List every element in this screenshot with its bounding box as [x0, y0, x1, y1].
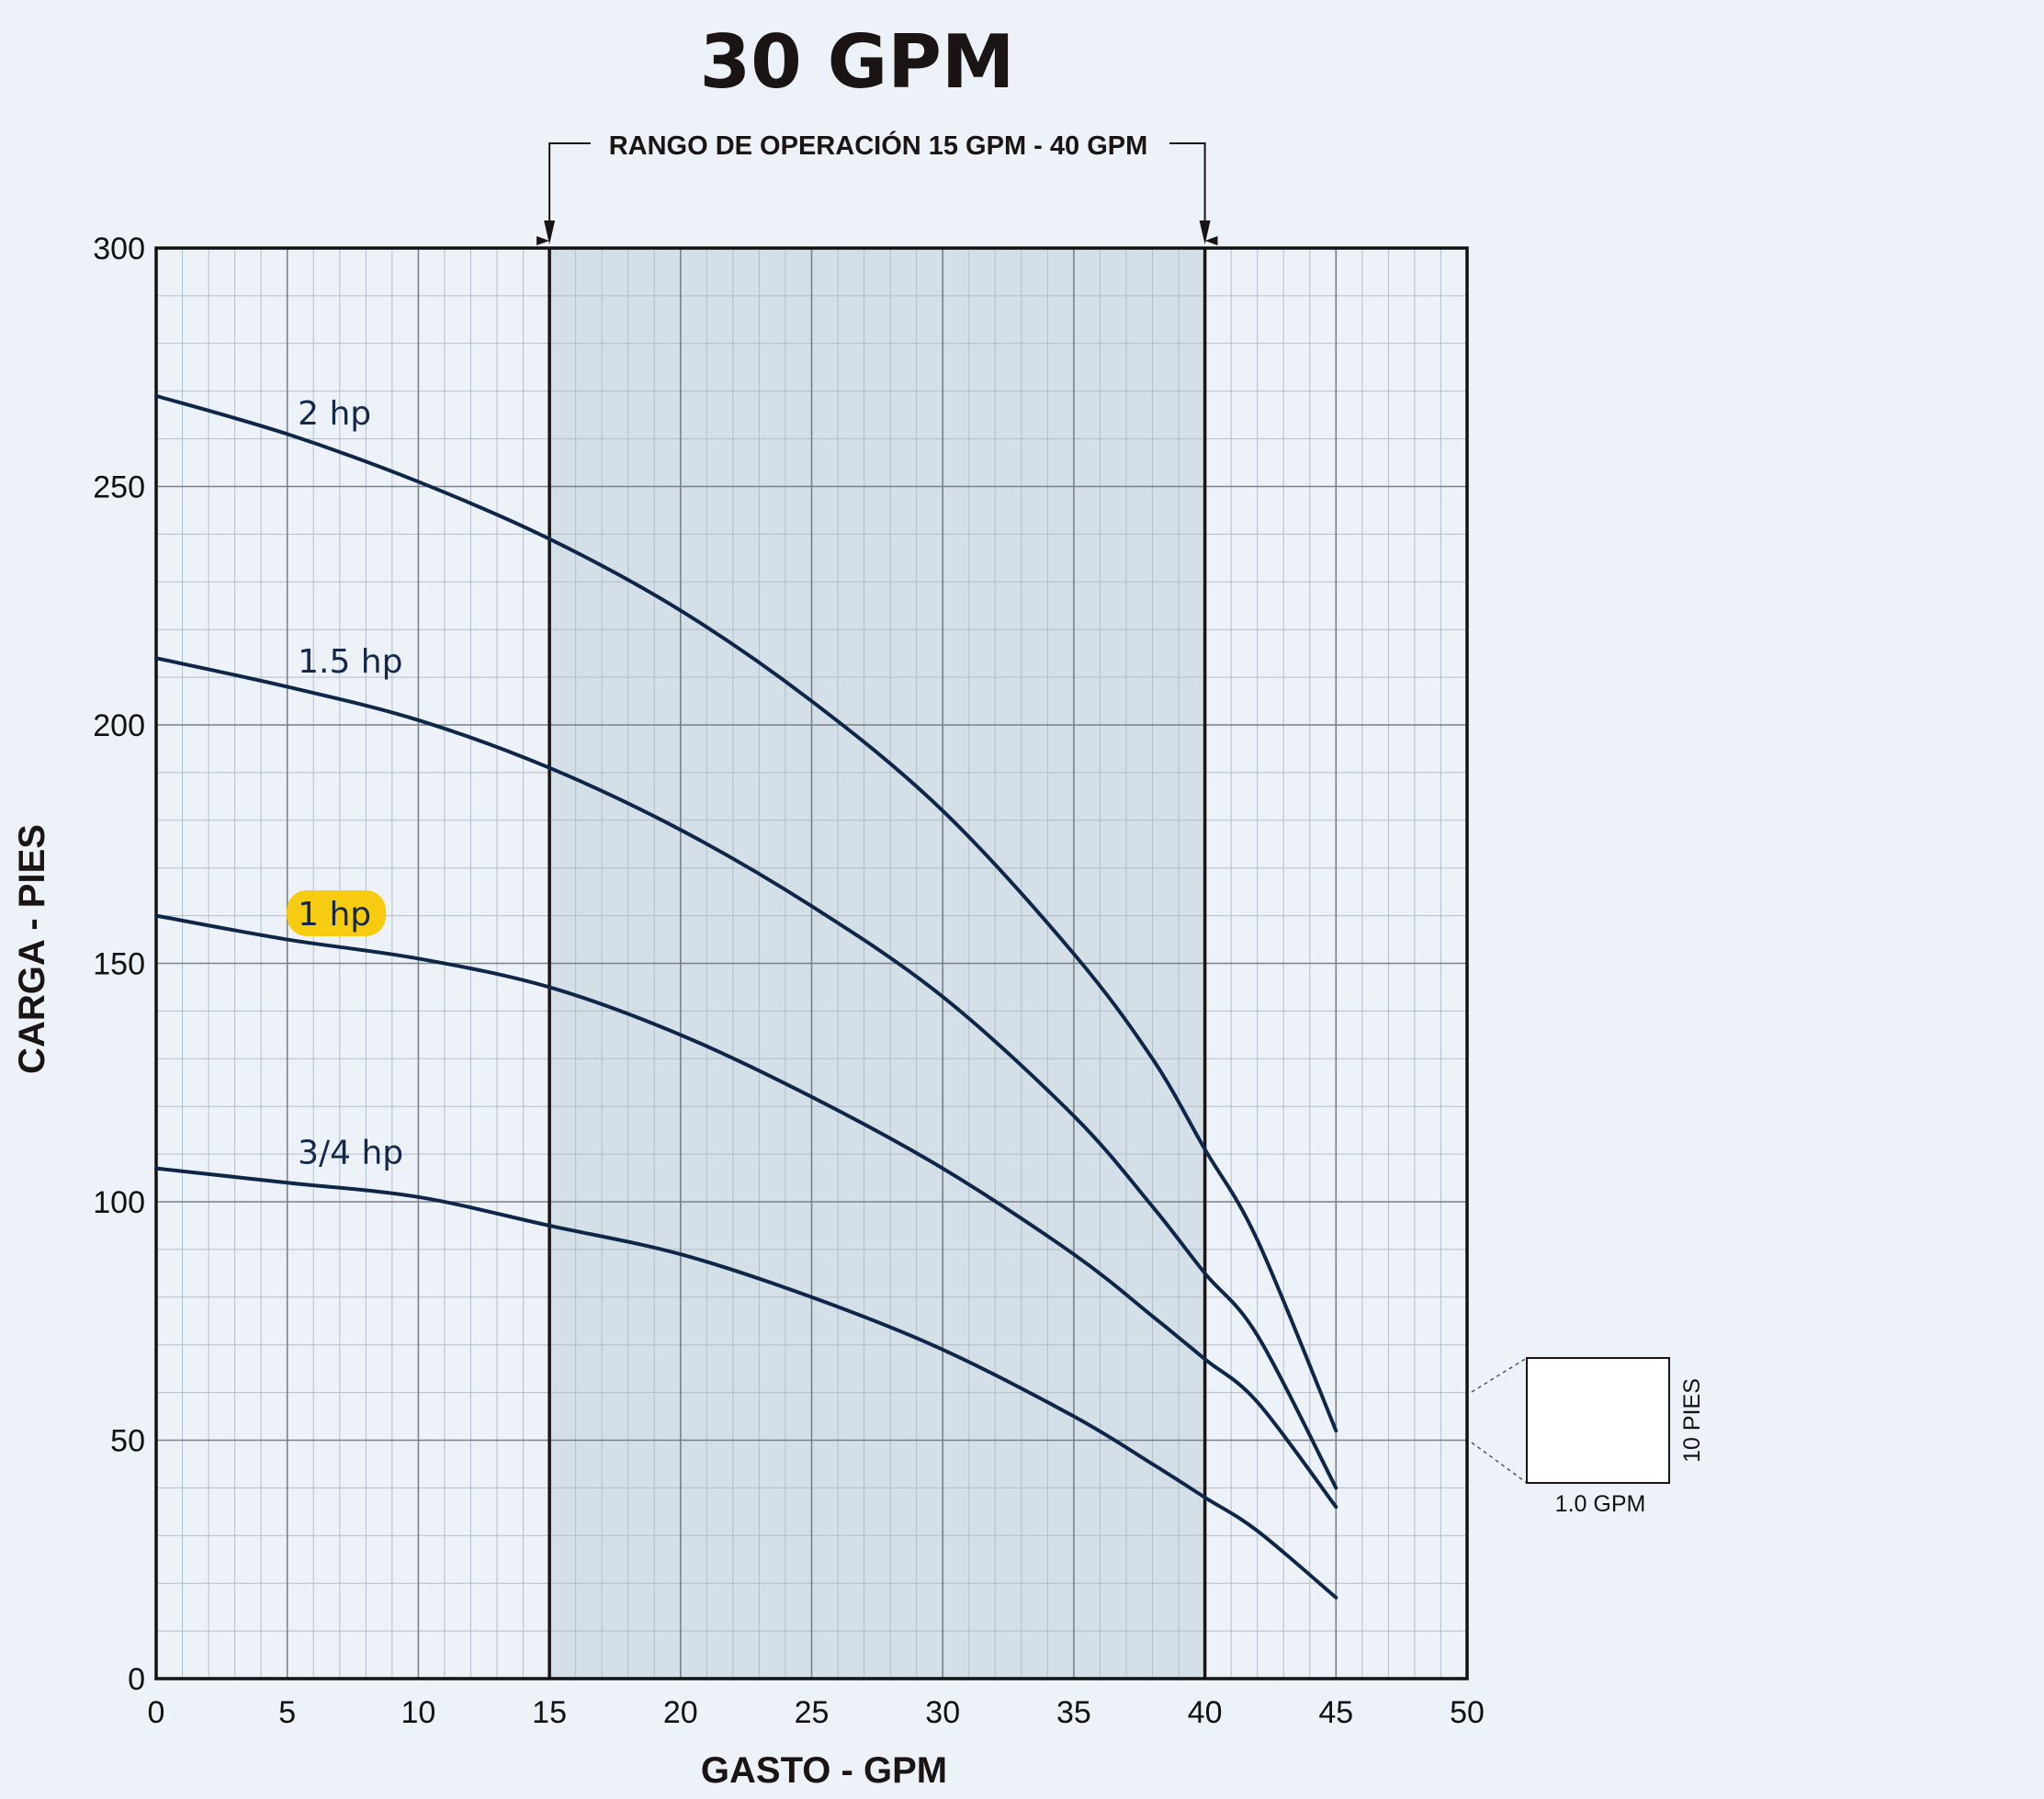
plot-frame: [154, 246, 1469, 1680]
range-bracket-left: [536, 142, 591, 245]
operating-range-indicator: [536, 142, 1218, 245]
x-tick-label: 35: [1056, 1695, 1091, 1730]
range-arrow-right: [1199, 221, 1211, 244]
x-tick-label: 40: [1188, 1695, 1223, 1730]
x-tick-label: 25: [795, 1695, 830, 1730]
scale-connector-top: [1471, 1357, 1528, 1393]
x-tick-label: 50: [1450, 1695, 1485, 1730]
x-tick-label: 0: [148, 1695, 165, 1730]
y-tick-label: 200: [93, 708, 145, 743]
series-label-3-4-hp: 3/4 hp: [298, 1134, 403, 1171]
x-axis-title: GASTO - GPM: [701, 1750, 947, 1791]
range-arrow-left: [544, 221, 556, 244]
operating-range-label: RANGO DE OPERACIÓN 15 GPM - 40 GPM: [609, 130, 1148, 161]
series-lines: 2 hp 1.5 hp 1 hp 3/4 hp: [154, 393, 1338, 1600]
scale-box: [1526, 1357, 1670, 1484]
series-line-1-hp: [154, 913, 1338, 1510]
y-tick-label: 0: [128, 1662, 145, 1697]
series-line-3-4-hp: [154, 1166, 1338, 1600]
x-tick-label: 45: [1318, 1695, 1353, 1730]
chart-title: 30 GPM: [699, 19, 1014, 105]
x-tick-label: 30: [925, 1695, 960, 1730]
tick-labels: 0 5 10 15 20 25 30 35 40 45 50 0 50 100 150 200 250 300: [93, 232, 1485, 1730]
y-tick-label: 300: [93, 232, 145, 266]
y-tick-label: 50: [110, 1424, 145, 1459]
series-label-highlight: [287, 889, 387, 936]
series-label-1-5-hp: 1.5 hp: [298, 643, 402, 681]
x-tick-label: 5: [278, 1695, 296, 1730]
y-tick-label: 150: [93, 947, 145, 982]
range-bracket-right: [1169, 142, 1218, 245]
scale-connector-bottom: [1471, 1442, 1528, 1484]
y-axis-title: CARGA - PIES: [12, 824, 52, 1074]
series-label-2-hp: 2 hp: [298, 395, 371, 433]
series-label-1-hp: 1 hp: [298, 896, 371, 933]
x-tick-label: 15: [532, 1695, 567, 1730]
y-tick-label: 100: [93, 1185, 145, 1220]
scale-x-label: 1.0 GPM: [1555, 1491, 1646, 1517]
x-tick-label: 20: [663, 1695, 698, 1730]
x-tick-label: 10: [401, 1695, 435, 1730]
series-line-2-hp: [154, 393, 1338, 1433]
scale-y-label: 10 PIES: [1679, 1378, 1705, 1463]
y-tick-label: 250: [93, 470, 145, 505]
grid: [154, 246, 1469, 1680]
scale-legend: 1.0 GPM 10 PIES: [1471, 1357, 1705, 1517]
series-line-1-5-hp: [154, 656, 1338, 1490]
